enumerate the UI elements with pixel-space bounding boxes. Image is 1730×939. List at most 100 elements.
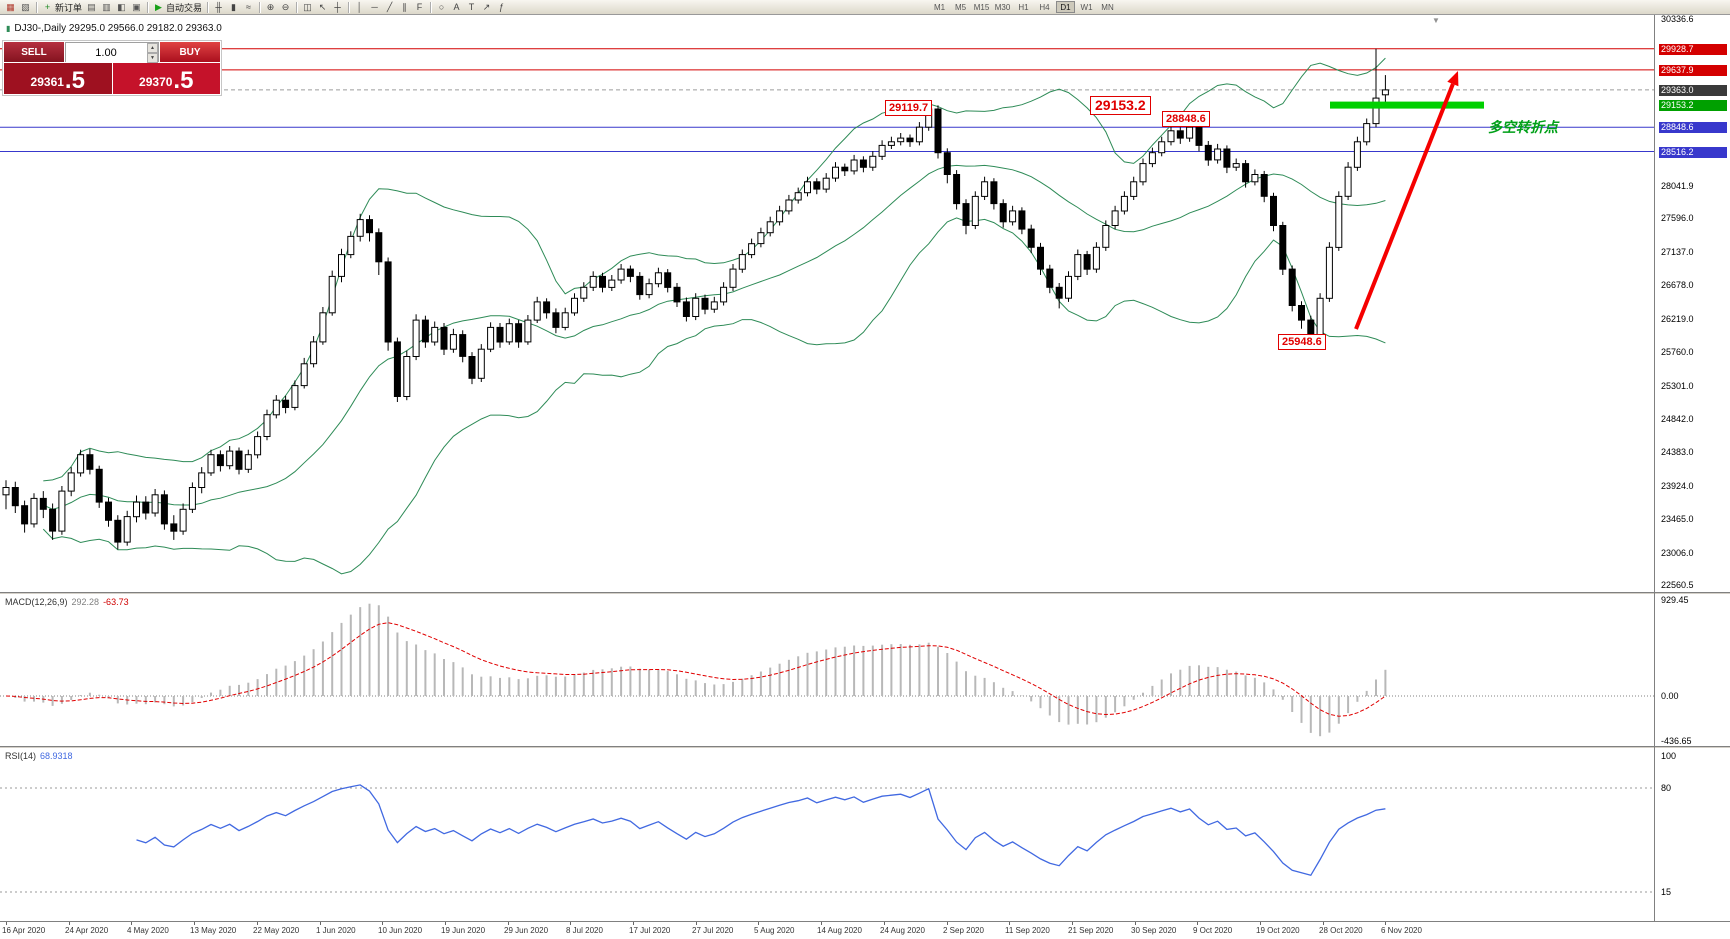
rsi-value: 68.9318 bbox=[40, 751, 73, 761]
main-chart-panel[interactable]: ▮ DJ30-,Daily 29295.0 29566.0 29182.0 29… bbox=[0, 14, 1730, 592]
buy-price[interactable]: 29370 .5 bbox=[112, 63, 220, 94]
chart-symbol-info: ▮ DJ30-,Daily 29295.0 29566.0 29182.0 29… bbox=[6, 23, 222, 34]
timeframe-button-m30[interactable]: M30 bbox=[994, 3, 1011, 12]
bars-chart-icon[interactable]: ╫ bbox=[211, 1, 226, 14]
date-tick bbox=[69, 922, 70, 925]
timeframe-button-d1[interactable]: D1 bbox=[1056, 1, 1076, 13]
trend-arrow[interactable] bbox=[1354, 71, 1459, 330]
data-window-icon-glyph: ▥ bbox=[102, 1, 111, 12]
panel-separator[interactable] bbox=[0, 592, 1730, 594]
date-label: 9 Oct 2020 bbox=[1193, 926, 1233, 935]
chart-annotation[interactable]: 28848.6 bbox=[1162, 111, 1210, 127]
navigator-icon[interactable]: ◧ bbox=[114, 1, 129, 14]
panel-separator[interactable] bbox=[0, 746, 1730, 748]
chart-profiles-icon[interactable]: ▧ bbox=[18, 1, 33, 14]
macd-panel[interactable]: MACD(12,26,9) 292.28 -63.73 929.45 0.00 -436… bbox=[0, 594, 1730, 746]
price-axis-label: 28041.9 bbox=[1661, 181, 1694, 191]
date-tick bbox=[1009, 922, 1010, 925]
date-label: 21 Sep 2020 bbox=[1068, 926, 1114, 935]
trendline-icon[interactable]: ╱ bbox=[382, 1, 397, 14]
volume-field: ▲ ▼ bbox=[65, 42, 159, 63]
macd-signal-line bbox=[5, 622, 1386, 717]
price-axis-label: 29637.9 bbox=[1659, 65, 1727, 76]
date-label: 22 May 2020 bbox=[253, 926, 300, 935]
arrows-icon[interactable]: ↗ bbox=[479, 1, 494, 14]
volume-input[interactable] bbox=[66, 44, 158, 62]
chart-shift-marker[interactable]: ▼ bbox=[1432, 16, 1440, 25]
timeframe-button-w1[interactable]: W1 bbox=[1080, 3, 1093, 12]
tile-windows-icon[interactable]: ◫ bbox=[300, 1, 315, 14]
rsi-axis-label: 100 bbox=[1661, 751, 1677, 761]
main-toolbar: ▦ ▧ + 新订单 ▤ ▥ ◧ ▣ ▶ 自动交易 ╫ ▮ ≈ ⊕ ⊖ ◫ ↖ ┼ │ ─ ╱ ∥ F ○ A T ↗ ƒ M1 M5 M1… bbox=[0, 0, 1730, 15]
chart-annotation[interactable]: 29153.2 bbox=[1090, 96, 1151, 115]
timeframe-button-h1[interactable]: H1 bbox=[1018, 3, 1029, 12]
zoom-in-icon[interactable]: ⊕ bbox=[263, 1, 278, 14]
sell-price[interactable]: 29361 .5 bbox=[4, 63, 112, 94]
price-axis-label: 30336.6 bbox=[1661, 14, 1694, 24]
rsi-line bbox=[136, 784, 1386, 877]
chart-annotation[interactable]: 29119.7 bbox=[885, 100, 933, 116]
timeframe-button-m15[interactable]: M15 bbox=[973, 3, 990, 12]
date-label: 24 Aug 2020 bbox=[880, 926, 925, 935]
vertical-line-icon[interactable]: │ bbox=[352, 1, 367, 14]
market-watch-icon[interactable]: ▤ bbox=[84, 1, 99, 14]
macd-main-value: 292.28 bbox=[71, 597, 100, 607]
line-chart-icon[interactable]: ≈ bbox=[241, 1, 256, 14]
sell-price-main: 29361 bbox=[30, 75, 64, 89]
indicators-icon[interactable]: ƒ bbox=[494, 1, 509, 14]
price-axis-label: 23924.0 bbox=[1661, 481, 1694, 491]
toolbar-buttons: ▦ ▧ + 新订单 ▤ ▥ ◧ ▣ ▶ 自动交易 ╫ ▮ ≈ ⊕ ⊖ ◫ ↖ ┼ │ ─ ╱ ∥ F ○ A T ↗ ƒ bbox=[3, 0, 509, 15]
toolbar-separator bbox=[430, 1, 432, 13]
timeframe-button-m1[interactable]: M1 bbox=[933, 3, 946, 12]
date-tick bbox=[257, 922, 258, 925]
volume-decrease-button[interactable]: ▼ bbox=[147, 53, 158, 63]
date-label: 6 N​ov 2020 bbox=[1381, 926, 1422, 935]
channel-icon[interactable]: ∥ bbox=[397, 1, 412, 14]
date-label: 10 Jun 2020 bbox=[378, 926, 423, 935]
price-axis-label: 28516.2 bbox=[1659, 147, 1727, 158]
date-tick bbox=[508, 922, 509, 925]
fibonacci-icon[interactable]: F bbox=[412, 1, 427, 14]
timeframe-button-mn[interactable]: MN bbox=[1101, 3, 1114, 12]
macd-canvas[interactable] bbox=[0, 594, 1654, 746]
rsi-canvas[interactable] bbox=[0, 748, 1654, 921]
new-chart-icon[interactable]: ▦ bbox=[3, 1, 18, 14]
date-label: 5 Aug 2020 bbox=[754, 926, 795, 935]
crosshair-icon[interactable]: ┼ bbox=[330, 1, 345, 14]
data-window-icon[interactable]: ▥ bbox=[99, 1, 114, 14]
line-chart-icon-glyph: ≈ bbox=[246, 1, 251, 12]
text-icon[interactable]: A bbox=[449, 1, 464, 14]
price-axis-label: 29928.7 bbox=[1659, 44, 1727, 55]
date-label: 27 Jul 2020 bbox=[692, 926, 734, 935]
terminal-icon[interactable]: ▣ bbox=[129, 1, 144, 14]
cursor-icon[interactable]: ↖ bbox=[315, 1, 330, 14]
timeframe-button-m5[interactable]: M5 bbox=[954, 3, 967, 12]
buy-button[interactable]: BUY bbox=[160, 42, 220, 62]
text-icon-glyph: A bbox=[453, 1, 460, 12]
shapes-icon[interactable]: ○ bbox=[434, 1, 449, 14]
candlestick-chart-icon[interactable]: ▮ bbox=[226, 1, 241, 14]
chart-annotation[interactable]: 多空转折点 bbox=[1488, 119, 1558, 135]
price-axis-label: 25760.0 bbox=[1661, 347, 1694, 357]
macd-axis-label: 0.00 bbox=[1661, 691, 1679, 701]
timeframe-button-h4[interactable]: H4 bbox=[1039, 3, 1050, 12]
shapes-icon-glyph: ○ bbox=[438, 1, 445, 12]
symbol-ohlc-text: DJ30-,Daily 29295.0 29566.0 29182.0 2936… bbox=[14, 23, 222, 34]
zoom-out-icon[interactable]: ⊖ bbox=[278, 1, 293, 14]
rsi-panel[interactable]: RSI(14) 68.9318 100 80 15 bbox=[0, 748, 1730, 921]
timeframe-toolbar: M1 M5 M15 M30 H1 H4 D1 W1 MN bbox=[929, 1, 1118, 13]
support-zone-highlight[interactable] bbox=[1330, 101, 1484, 109]
date-tick bbox=[758, 922, 759, 925]
price-axis-label: 24383.0 bbox=[1661, 447, 1694, 457]
sell-button[interactable]: SELL bbox=[4, 42, 64, 62]
candlestick-chart-canvas[interactable] bbox=[0, 15, 1654, 592]
text-label-icon[interactable]: T bbox=[464, 1, 479, 14]
date-axis[interactable]: 16 Apr 2020 24 Apr 2020 4 May 2020 13 May 2… bbox=[0, 921, 1730, 939]
horizontal-line-icon[interactable]: ─ bbox=[367, 1, 382, 14]
date-tick bbox=[1072, 922, 1073, 925]
auto-trading-button[interactable]: ▶ 自动交易 bbox=[151, 1, 204, 14]
chart-annotation[interactable]: 25948.6 bbox=[1278, 334, 1326, 350]
indicators-icon-glyph: ƒ bbox=[499, 1, 505, 12]
volume-increase-button[interactable]: ▲ bbox=[147, 43, 158, 53]
new-order-button[interactable]: + 新订单 bbox=[40, 1, 84, 14]
